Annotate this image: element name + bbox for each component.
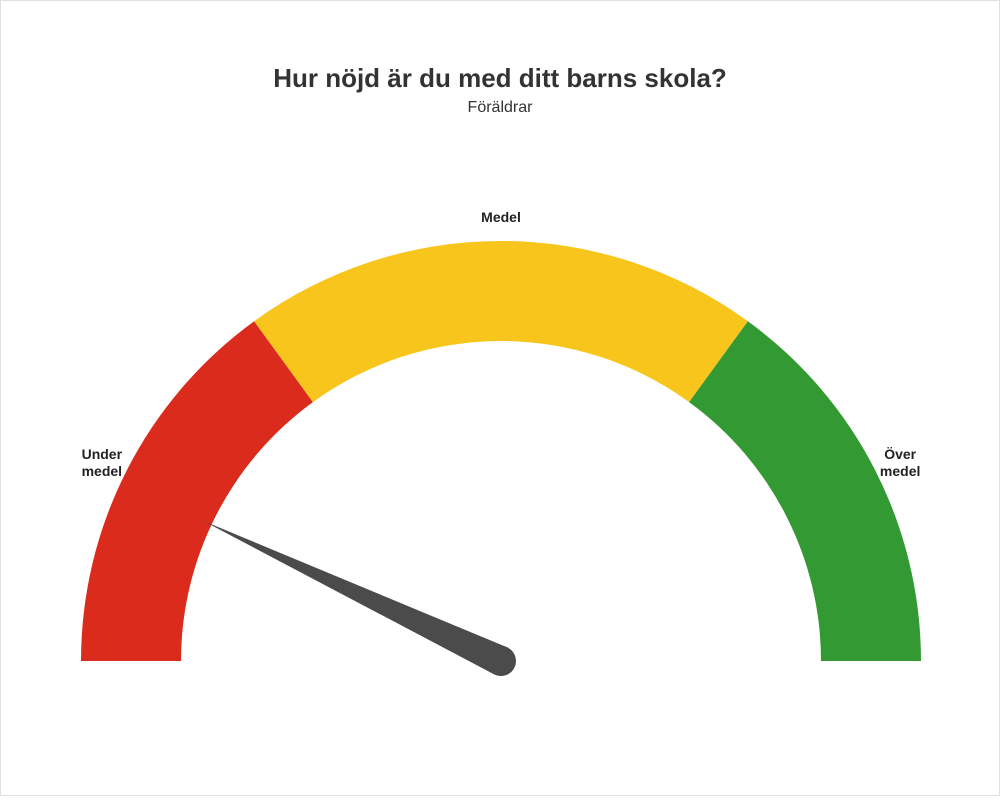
chart-frame: Hur nöjd är du med ditt barns skola? För… <box>0 0 1000 796</box>
gauge-svg <box>1 1 1000 797</box>
segment-label-over-medel: Över medel <box>860 446 940 481</box>
segment-label-under-medel: Under medel <box>62 446 142 481</box>
segment-label-medel: Medel <box>461 209 541 227</box>
gauge-chart: Under medel Medel Över medel <box>1 1 1000 797</box>
